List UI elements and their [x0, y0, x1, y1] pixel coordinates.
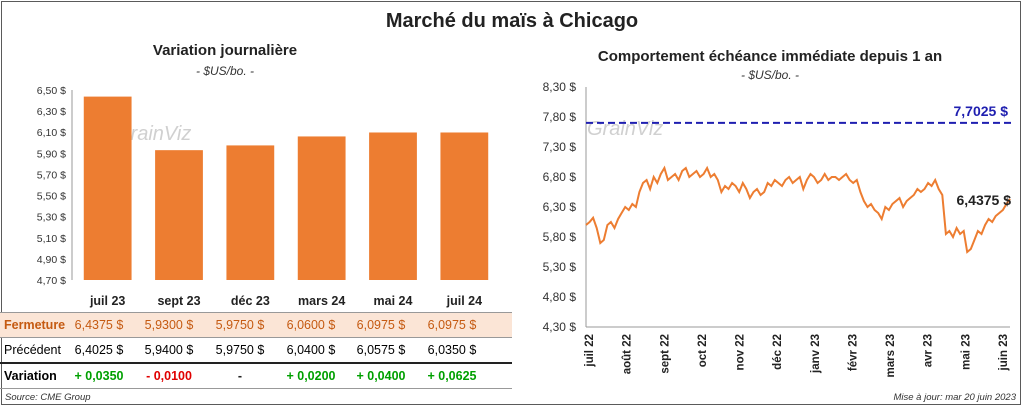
- y-tick-label: 5,30 $: [37, 212, 66, 224]
- x-tick-label: mars 24: [298, 294, 345, 308]
- x-tick-label: sept 22: [659, 334, 671, 374]
- last-value-label: 6,4375 $: [957, 192, 1012, 208]
- x-tick-label: mars 23: [885, 334, 897, 377]
- y-tick-label: 4,70 $: [37, 275, 66, 287]
- bar: [226, 145, 275, 280]
- y-tick-label: 7,30 $: [543, 140, 577, 154]
- y-tick-label: 6,30 $: [543, 200, 577, 214]
- table-cell: 6,0975 $: [356, 318, 406, 332]
- table-cell: + 0,0400: [356, 369, 406, 383]
- table-row-fermeture: Fermeture 6,4375 $ 5,9300 $ 5,9750 $ 6,0…: [0, 312, 512, 338]
- table-cell: + 0,0625: [427, 369, 477, 383]
- table-row-precedent: Précédent 6,4025 $ 5,9400 $ 5,9750 $ 6,0…: [0, 338, 512, 364]
- table-cell: 5,9300 $: [144, 318, 194, 332]
- x-tick-label: juil 23: [89, 294, 125, 308]
- y-tick-label: 8,30 $: [543, 80, 577, 94]
- table-cell: - 0,0100: [146, 369, 192, 383]
- y-tick-label: 7,80 $: [543, 110, 577, 124]
- y-tick-label: 5,80 $: [543, 230, 577, 244]
- x-tick-label: févr 23: [847, 334, 859, 371]
- table-cell: + 0,0200: [286, 369, 336, 383]
- y-tick-label: 5,50 $: [37, 191, 66, 203]
- x-tick-label: août 22: [622, 334, 634, 374]
- table-cell: 6,0350 $: [427, 343, 477, 357]
- source-note: Source: CME Group: [5, 392, 91, 403]
- table-row-variation: Variation + 0,0350 - 0,0100 - + 0,0200 +…: [0, 364, 512, 389]
- front-month-line-chart: GrainViz 8,30 $ 7,80 $ 7,30 $ 6,80 $ 6,30 $ 5,…: [543, 80, 1012, 377]
- reference-label: 7,7025 $: [954, 103, 1009, 119]
- y-tick-label: 5,70 $: [37, 169, 66, 181]
- table-cell: 5,9750 $: [215, 343, 265, 357]
- table-cell: 6,4375 $: [74, 318, 124, 332]
- table-cell: 6,0600 $: [286, 318, 336, 332]
- y-tick-label: 5,90 $: [37, 148, 66, 160]
- bar: [83, 96, 132, 280]
- x-tick-label: juil 24: [446, 294, 482, 308]
- bar: [369, 132, 417, 280]
- x-tick-label: oct 22: [697, 334, 709, 367]
- x-tick-label: déc 23: [231, 294, 270, 308]
- bar: [297, 136, 346, 280]
- y-tick-label: 4,90 $: [37, 254, 66, 266]
- price-line: [585, 165, 1011, 254]
- table-cell: 5,9400 $: [144, 343, 194, 357]
- table-cell: 6,0400 $: [286, 343, 336, 357]
- y-tick-label: 5,10 $: [37, 233, 66, 245]
- page-title: Marché du maïs à Chicago: [385, 10, 639, 32]
- table-cell: 6,4025 $: [74, 343, 124, 357]
- y-tick-label: 6,50 $: [37, 85, 66, 97]
- table-cell: -: [237, 369, 243, 383]
- daily-variation-bar-chart: GrainViz 6,50 $ 6,30 $ 6,10 $ 5,90 $ 5,70 $ 5,…: [37, 85, 489, 308]
- y-tick-label: 4,30 $: [543, 320, 577, 334]
- update-note: Mise à jour: mar 20 juin 2023: [893, 392, 1016, 403]
- table-cell: 6,0975 $: [427, 318, 477, 332]
- table-cell: + 0,0350: [74, 369, 124, 383]
- y-tick-label: 6,10 $: [37, 127, 66, 139]
- y-tick-label: 4,80 $: [543, 290, 577, 304]
- row-label: Précédent: [4, 343, 61, 357]
- right-subtitle: Comportement échéance immédiate depuis 1…: [597, 48, 943, 65]
- y-tick-label: 6,80 $: [543, 170, 577, 184]
- x-tick-label: sept 23: [157, 294, 200, 308]
- x-tick-label: juin 23: [998, 334, 1010, 371]
- y-tick-label: 5,30 $: [543, 260, 577, 274]
- x-tick-label: janv 23: [810, 334, 822, 374]
- x-tick-label: déc 22: [772, 334, 784, 370]
- x-tick-label: avr 23: [923, 334, 935, 367]
- bar: [155, 150, 203, 280]
- x-tick-label: juil 22: [584, 334, 596, 368]
- watermark-logo: GrainViz: [587, 118, 663, 140]
- x-tick-label: mai 24: [374, 294, 413, 308]
- right-unit: - $US/bo. -: [740, 68, 800, 82]
- watermark-logo: GrainViz: [115, 123, 191, 145]
- table-cell: 6,0575 $: [356, 343, 406, 357]
- x-tick-label: mai 23: [960, 334, 972, 370]
- y-tick-label: 6,30 $: [37, 106, 66, 118]
- x-tick-label: nov 22: [735, 334, 747, 370]
- bar: [440, 132, 489, 280]
- row-label: Fermeture: [4, 318, 66, 332]
- left-unit: - $US/bo. -: [195, 64, 255, 78]
- left-subtitle: Variation journalière: [152, 42, 298, 59]
- row-label: Variation: [4, 369, 57, 383]
- table-cell: 5,9750 $: [215, 318, 265, 332]
